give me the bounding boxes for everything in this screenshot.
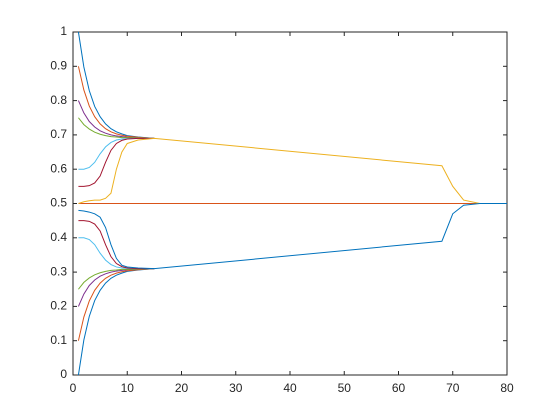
series-line — [78, 203, 507, 270]
x-tick-label: 50 — [338, 381, 352, 395]
x-tick-label: 80 — [500, 381, 514, 395]
y-tick-label: 1 — [60, 24, 67, 38]
y-tick-label: 0.5 — [50, 196, 67, 210]
series-line — [78, 220, 155, 270]
series-line — [77, 31, 155, 139]
x-tick-label: 70 — [446, 381, 460, 395]
y-tick-label: 0 — [60, 367, 67, 381]
y-tick-label: 0.3 — [50, 264, 67, 278]
x-tick-label: 30 — [229, 381, 243, 395]
series-line — [77, 268, 155, 376]
x-tick-label: 40 — [283, 381, 297, 395]
series-line — [78, 137, 507, 204]
series-line — [77, 268, 155, 341]
x-tick-label: 10 — [121, 381, 135, 395]
y-tick-label: 0.9 — [50, 58, 67, 72]
series-line — [78, 268, 155, 290]
y-tick-label: 0.2 — [50, 299, 67, 313]
y-tick-label: 0.1 — [50, 333, 67, 347]
x-tick-label: 60 — [392, 381, 406, 395]
x-tick-label: 20 — [175, 381, 189, 395]
y-tick-label: 0.6 — [50, 161, 67, 175]
series-line — [78, 137, 155, 187]
y-tick-label: 0.8 — [50, 93, 67, 107]
series-line — [77, 66, 155, 139]
y-tick-label: 0.7 — [50, 127, 67, 141]
x-tick-label: 0 — [70, 381, 77, 395]
series-line — [78, 117, 155, 139]
y-tick-label: 0.4 — [50, 230, 67, 244]
